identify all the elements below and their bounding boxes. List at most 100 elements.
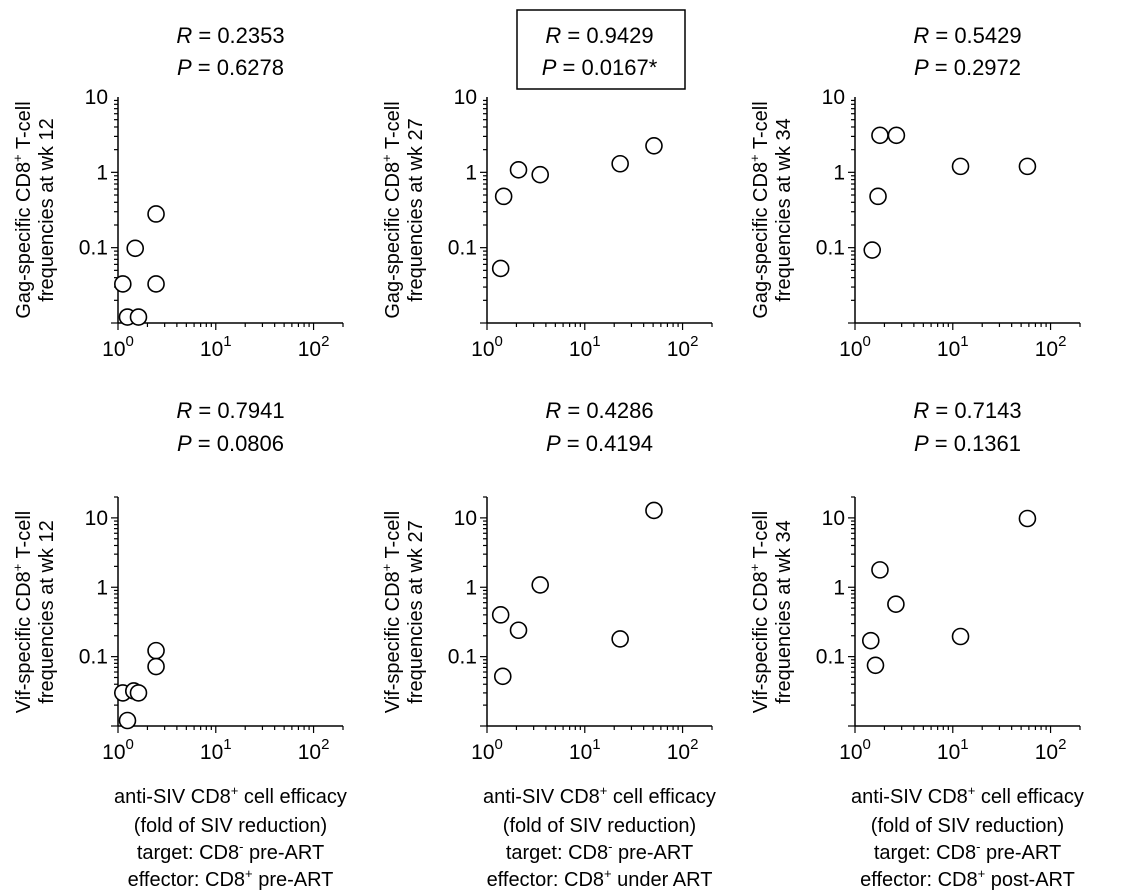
x-tick-label: 100 (471, 333, 503, 361)
data-point (147, 275, 165, 293)
r-value-label: R = 0.2353 (176, 23, 284, 48)
y-axis-label-line2: frequencies at wk 27 (405, 520, 427, 703)
panel-6: 0.1 1 10 100 101 102 R = 0.7143 P = 0.1361 Vif-s… (747, 398, 1081, 764)
x-axis-label: anti-SIV CD8+ cell efficacy (483, 783, 716, 808)
data-point (871, 126, 889, 145)
data-point (129, 308, 148, 326)
effector-label: effector: CD8+ pre-ART (128, 866, 334, 891)
x-tick-label: 102 (1035, 333, 1067, 361)
y-tick-label: 0.1 (448, 646, 477, 669)
y-tick-label: 1 (833, 576, 845, 599)
target-label: target: CD8- pre-ART (506, 839, 693, 864)
data-point (531, 165, 550, 184)
panel-1: 0.1 1 10 100 101 102 R = 0.2353 P = 0.6278 Gag-s… (10, 23, 344, 361)
y-tick-label: 1 (96, 161, 108, 184)
y-tick-label: 0.1 (448, 237, 477, 260)
y-axis-label-line1: Gag-specific CD8+ T-cell (379, 101, 404, 318)
y-tick-label: 10 (85, 86, 108, 109)
p-value-label: P = 0.0167* (542, 55, 658, 80)
y-tick-label: 0.1 (816, 646, 845, 669)
data-point (611, 154, 629, 173)
y-tick-label: 0.1 (79, 646, 108, 669)
x-tick-label: 101 (200, 333, 232, 361)
y-axis-label-line2: frequencies at wk 34 (773, 520, 795, 703)
x-axis-label: anti-SIV CD8+ cell efficacy (114, 783, 347, 808)
y-tick-label: 0.1 (816, 237, 845, 260)
x-tick-label: 101 (569, 333, 601, 361)
p-value-label: P = 0.2972 (914, 55, 1021, 80)
y-tick-label: 1 (465, 161, 477, 184)
data-point (129, 684, 148, 702)
r-value-label: R = 0.7941 (176, 398, 284, 423)
data-point (147, 641, 165, 660)
data-point (147, 657, 165, 676)
p-value-label: P = 0.4194 (546, 431, 653, 456)
y-axis-label-line1: Vif-specific CD8+ T-cell (379, 511, 404, 713)
data-point (645, 137, 663, 155)
x-axis-label: anti-SIV CD8+ cell efficacy (851, 783, 1084, 808)
data-point (645, 501, 663, 520)
data-point (147, 205, 165, 223)
x-axis-caption-1: anti-SIV CD8+ cell efficacy (fold of SIV … (114, 783, 347, 891)
y-axis-label-line1: Vif-specific CD8+ T-cell (747, 511, 772, 713)
y-axis-label: Vif-specific CD8+ T-cell frequencies at w… (379, 511, 427, 713)
data-point (531, 576, 550, 594)
y-tick-label: 10 (454, 507, 477, 530)
panel-4: 0.1 1 10 100 101 102 R = 0.7941 P = 0.0806 Vif-s… (10, 398, 344, 764)
r-value-label: R = 0.7143 (913, 398, 1021, 423)
x-tick-label: 102 (1035, 736, 1067, 764)
r-value-label: R = 0.9429 (545, 23, 653, 48)
p-value-label: P = 0.1361 (914, 431, 1021, 456)
x-tick-label: 102 (298, 736, 330, 764)
y-tick-label: 1 (96, 576, 108, 599)
data-point (951, 157, 970, 176)
panel-3: 0.1 1 10 100 101 102 R = 0.5429 P = 0.2972 Gag-s… (747, 23, 1081, 361)
x-axis-sublabel: (fold of SIV reduction) (503, 815, 696, 837)
data-point (861, 631, 880, 650)
y-axis-label: Vif-specific CD8+ T-cell frequencies at w… (10, 511, 58, 713)
data-point (126, 239, 145, 258)
x-axis-sublabel: (fold of SIV reduction) (871, 815, 1064, 837)
y-axis-label-line2: frequencies at wk 27 (405, 118, 427, 301)
target-label: target: CD8- pre-ART (874, 839, 1061, 864)
panel-2: 0.1 1 10 100 101 102 R = 0.9429 P = 0.0167* Gag-… (379, 9, 713, 361)
x-tick-label: 101 (200, 736, 232, 764)
data-point (951, 627, 970, 646)
significance-box (516, 9, 686, 90)
data-point (118, 711, 137, 730)
y-axis-label-line1: Gag-specific CD8+ T-cell (747, 101, 772, 318)
data-point (491, 259, 510, 278)
y-tick-label: 10 (822, 86, 845, 109)
data-point (863, 241, 882, 259)
target-label: target: CD8- pre-ART (137, 839, 324, 864)
x-axis-caption-3: anti-SIV CD8+ cell efficacy (fold of SIV … (851, 783, 1084, 891)
x-tick-label: 100 (839, 333, 871, 361)
effector-label: effector: CD8+ post-ART (860, 866, 1075, 891)
data-point (871, 561, 889, 579)
panel-5: 0.1 1 10 100 101 102 R = 0.4286 P = 0.4194 Vif-s… (379, 398, 713, 764)
y-axis-label-line2: frequencies at wk 34 (773, 118, 795, 301)
x-axis-caption-2: anti-SIV CD8+ cell efficacy (fold of SIV … (483, 783, 716, 891)
y-axis-label: Gag-specific CD8+ T-cell frequencies at w… (10, 101, 58, 318)
x-tick-label: 101 (569, 736, 601, 764)
x-tick-label: 100 (102, 736, 134, 764)
y-tick-label: 1 (465, 576, 477, 599)
y-axis-label-line1: Vif-specific CD8+ T-cell (10, 511, 35, 713)
y-tick-label: 10 (454, 86, 477, 109)
data-point (611, 630, 629, 648)
x-tick-label: 100 (839, 736, 871, 764)
data-point (491, 606, 510, 624)
p-value-label: P = 0.0806 (177, 431, 284, 456)
y-tick-label: 10 (85, 507, 108, 530)
y-axis-label: Vif-specific CD8+ T-cell frequencies at w… (747, 511, 795, 713)
y-tick-label: 10 (822, 507, 845, 530)
data-point (887, 126, 906, 145)
data-point (509, 621, 528, 640)
r-value-label: R = 0.4286 (545, 398, 653, 423)
y-axis-label-line2: frequencies at wk 12 (36, 520, 58, 703)
x-tick-label: 102 (298, 333, 330, 361)
r-value-label: R = 0.5429 (913, 23, 1021, 48)
y-tick-label: 0.1 (79, 237, 108, 260)
p-value-label: P = 0.6278 (177, 55, 284, 80)
